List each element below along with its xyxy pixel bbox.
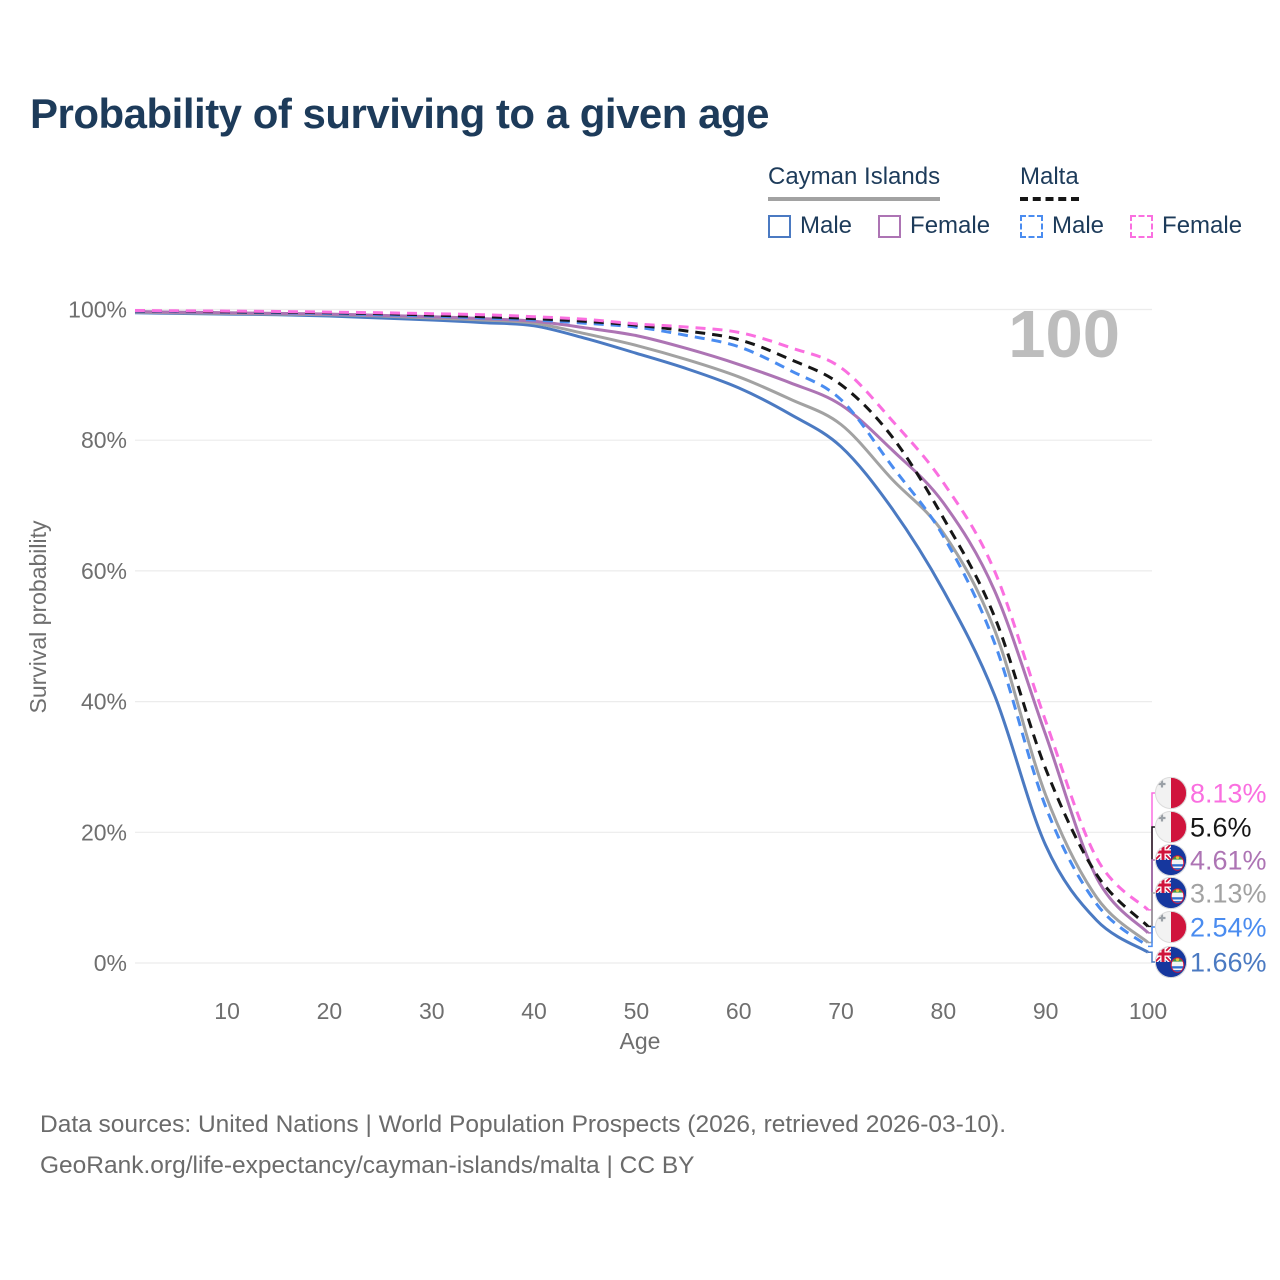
legend-header-malta[interactable]: Malta [1020, 163, 1079, 201]
end-connector-cayman-male [1148, 951, 1156, 963]
legend-group-cayman-islands: Cayman Islands Male Female [768, 163, 990, 240]
cayman-islands-flag-icon [1154, 945, 1188, 979]
malta-flag-icon [1154, 910, 1188, 944]
y-tick-label: 40% [81, 689, 127, 715]
malta-line-swatch-icon [1020, 197, 1079, 201]
legend-group-malta: Malta Male Female [1020, 163, 1242, 240]
x-axis-title: Age [620, 1028, 661, 1054]
cayman-islands-flag-icon [1154, 843, 1188, 877]
cayman-islands-line-swatch-icon [768, 197, 941, 201]
cayman-male-swatch-icon [768, 214, 791, 238]
page-title: Probability of surviving to a given age [30, 90, 769, 137]
end-value-label-malta-all: 5.6% [1190, 813, 1252, 843]
x-tick-label: 90 [1033, 998, 1059, 1024]
legend-item-malta-male[interactable]: Male [1020, 212, 1104, 240]
end-connector-malta-male [1148, 926, 1156, 948]
curve-malta-male[interactable] [134, 309, 1149, 948]
y-tick-label: 0% [94, 950, 127, 976]
malta-male-swatch-icon [1020, 214, 1043, 238]
legend-item-malta-female[interactable]: Female [1130, 212, 1242, 240]
malta-flag-icon [1154, 810, 1188, 844]
y-tick-label: 20% [81, 819, 127, 845]
x-tick-label: 40 [521, 998, 547, 1024]
x-tick-label: 20 [317, 998, 343, 1024]
curve-cayman-all[interactable] [134, 310, 1149, 944]
cayman-female-swatch-icon [878, 214, 902, 238]
x-tick-label: 30 [419, 998, 445, 1024]
end-connector-cayman-all [1148, 892, 1156, 944]
legend-group-label: Malta [1020, 163, 1079, 190]
end-value-label-cayman-female: 4.61% [1190, 846, 1267, 876]
x-tick-label: 100 [1129, 998, 1167, 1024]
legend-header-cayman-islands[interactable]: Cayman Islands [768, 163, 941, 201]
end-value-label-cayman-all: 3.13% [1190, 879, 1267, 909]
x-tick-label: 80 [931, 998, 957, 1024]
legend-items: Male Female [1020, 212, 1242, 240]
legend-group-label: Cayman Islands [768, 163, 941, 190]
footer-line2: GeoRank.org/life-expectancy/cayman-islan… [40, 1152, 695, 1179]
footer-line1: Data sources: United Nations | World Pop… [40, 1111, 1007, 1138]
curve-malta-all[interactable] [134, 309, 1150, 928]
curve-malta-female[interactable] [134, 309, 1150, 912]
end-value-label-cayman-male: 1.66% [1190, 948, 1267, 978]
y-tick-label: 80% [81, 427, 127, 453]
malta-flag-icon [1154, 776, 1188, 810]
x-tick-label: 60 [726, 998, 752, 1024]
legend-item-cayman-male[interactable]: Male [768, 212, 852, 240]
end-value-label-malta-male: 2.54% [1190, 913, 1267, 943]
y-tick-label: 60% [81, 558, 127, 584]
malta-female-swatch-icon [1130, 214, 1154, 238]
x-tick-label: 10 [214, 998, 240, 1024]
x-tick-label: 70 [828, 998, 854, 1024]
legend-item-cayman-female[interactable]: Female [878, 212, 990, 240]
cayman-islands-flag-icon [1154, 876, 1188, 910]
age-counter-watermark: 100 [1008, 297, 1120, 372]
end-value-label-malta-female: 8.13% [1190, 779, 1267, 809]
y-tick-label: 100% [68, 297, 127, 323]
data-sources: Data sources: United Nations | World Pop… [40, 1104, 1006, 1186]
y-axis-title: Survival probability [25, 520, 51, 714]
legend-items: Male Female [768, 212, 990, 240]
x-tick-label: 50 [624, 998, 650, 1024]
